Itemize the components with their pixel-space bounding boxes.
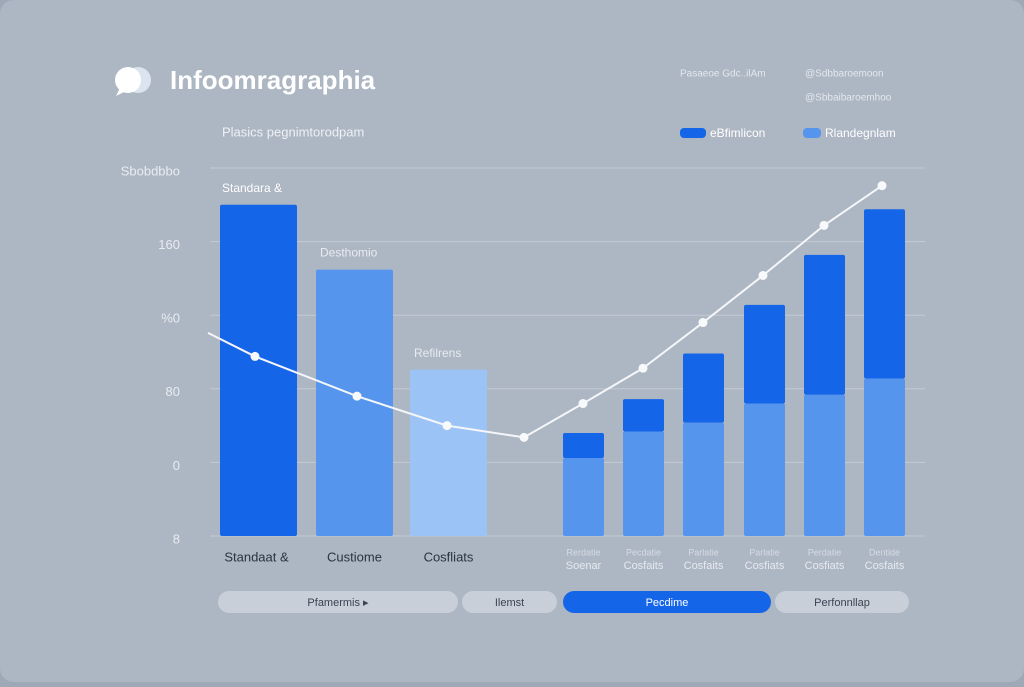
bar-segment	[744, 304, 785, 404]
x-tick-label: Cosfaits	[624, 560, 664, 572]
x-tick-label: Pecdatie	[626, 547, 661, 557]
bar-segment	[864, 209, 905, 379]
x-tick-label: Cosfaits	[865, 560, 905, 572]
x-tick-label: Cosfiats	[745, 560, 785, 572]
x-tick-label: Cosfaits	[684, 560, 724, 572]
x-tick-label: Cosfiats	[805, 560, 845, 572]
title: Infoomragraphia	[170, 65, 376, 95]
bar-segment	[563, 457, 604, 536]
button-label[interactable]: Ilemst	[495, 597, 524, 609]
bar-segment	[804, 394, 845, 536]
x-tick-label: Dentide	[869, 547, 900, 557]
logo	[115, 67, 151, 96]
subtitle: Plasics pegnimtorodpam	[222, 124, 364, 139]
button-label[interactable]: Perfonnllap	[814, 597, 870, 609]
legend-swatch	[803, 128, 821, 138]
y-tick-label: Sbobdbbo	[121, 163, 180, 178]
bar-segment	[864, 378, 905, 536]
bar-segment	[804, 254, 845, 395]
line-point	[442, 421, 452, 431]
meta: Pasaeoe Gdc..ilAm	[680, 69, 766, 80]
button[interactable]	[218, 591, 458, 613]
bar-segment	[744, 403, 785, 536]
x-tick-label: Soenar	[566, 560, 602, 572]
bar-segment	[563, 432, 604, 458]
line-point	[250, 351, 260, 361]
button-label[interactable]: Pfamermis ▸	[307, 597, 369, 609]
bar	[316, 269, 393, 536]
bar-segment	[683, 422, 724, 536]
x-tick-label: Rerdatie	[566, 547, 600, 557]
bar-segment	[623, 431, 664, 536]
x-tick-label: Parlatie	[688, 547, 719, 557]
line-point	[352, 391, 362, 401]
bar	[410, 369, 487, 536]
button[interactable]	[775, 591, 909, 613]
legend-label: Rlandegnlam	[825, 126, 896, 140]
x-tick-label: Custiome	[327, 549, 382, 564]
line-point	[698, 318, 708, 328]
line-point	[819, 220, 829, 230]
meta: @Sdbbaroemoon	[805, 69, 884, 80]
x-tick-label: Perdatie	[808, 547, 842, 557]
x-tick-label: Parlatie	[749, 547, 780, 557]
x-tick-label: Cosfliats	[424, 549, 474, 564]
button[interactable]	[462, 591, 557, 613]
line-point	[578, 399, 588, 409]
y-tick-label: 80	[166, 384, 180, 399]
line-point	[519, 432, 529, 442]
bar-segment	[683, 353, 724, 423]
meta: @Sbbaibaroemhoo	[805, 93, 892, 104]
bar-annotation: Standara &	[222, 181, 282, 195]
bar-annotation: Refilrens	[414, 346, 461, 360]
legend-label: eBfimlicon	[710, 126, 765, 140]
line-point	[638, 363, 648, 373]
bar	[220, 204, 297, 537]
bar-annotation: Desthomio	[320, 246, 378, 260]
legend-swatch	[680, 128, 706, 138]
bar-segment	[623, 399, 664, 432]
button-label[interactable]: Pecdime	[646, 597, 689, 609]
y-tick-label: 0	[173, 458, 180, 473]
button[interactable]	[563, 591, 771, 613]
y-tick-label: 160	[158, 237, 180, 252]
y-tick-label: %0	[161, 311, 180, 326]
x-tick-label: Standaat &	[224, 549, 289, 564]
y-tick-label: 8	[173, 531, 180, 546]
line-point	[877, 181, 887, 191]
line-point	[758, 270, 768, 280]
